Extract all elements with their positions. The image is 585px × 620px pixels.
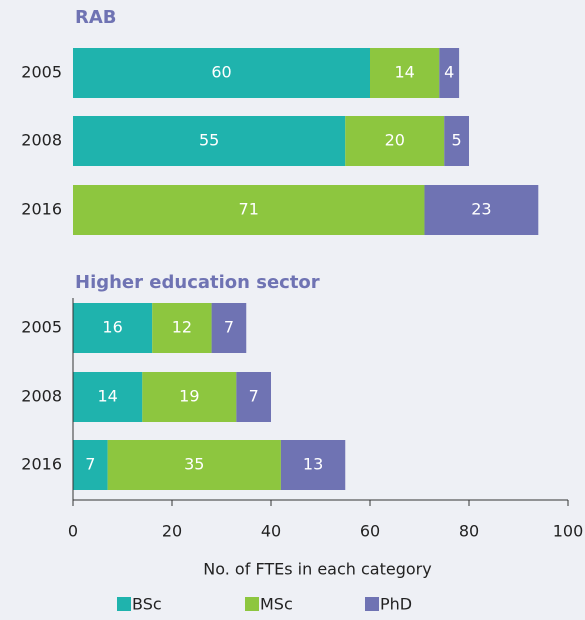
x-tick-label: 20 bbox=[162, 522, 182, 541]
value-label: 23 bbox=[471, 200, 491, 219]
value-label: 7 bbox=[85, 455, 95, 474]
x-tick-label: 80 bbox=[459, 522, 479, 541]
y-tick-label: 2008 bbox=[21, 387, 62, 406]
bar-segment bbox=[152, 303, 212, 353]
y-tick-label: 2005 bbox=[21, 63, 62, 82]
bar-segment bbox=[73, 116, 346, 166]
value-label: 14 bbox=[97, 387, 117, 406]
legend-swatch bbox=[365, 597, 379, 611]
value-label: 19 bbox=[179, 387, 199, 406]
value-label: 71 bbox=[239, 200, 259, 219]
bar-segment bbox=[73, 440, 108, 490]
x-tick-label: 0 bbox=[68, 522, 78, 541]
bar-segment bbox=[439, 48, 460, 98]
bar-segment bbox=[107, 440, 281, 490]
value-label: 35 bbox=[184, 455, 204, 474]
bar-segment bbox=[73, 185, 425, 235]
bar-segment bbox=[444, 116, 469, 166]
value-label: 20 bbox=[385, 131, 405, 150]
x-tick-label: 40 bbox=[261, 522, 281, 541]
legend-label: MSc bbox=[260, 595, 293, 614]
x-tick-label: 60 bbox=[360, 522, 380, 541]
value-label: 7 bbox=[224, 318, 234, 337]
bar-segment bbox=[345, 116, 445, 166]
bar-segment bbox=[424, 185, 539, 235]
bar-segment bbox=[142, 372, 237, 422]
bar-segment bbox=[73, 303, 153, 353]
legend-label: PhD bbox=[380, 595, 412, 614]
y-tick-label: 2016 bbox=[21, 200, 62, 219]
y-tick-label: 2016 bbox=[21, 455, 62, 474]
bar-segment bbox=[236, 372, 271, 422]
x-tick-label: 100 bbox=[553, 522, 584, 541]
value-label: 16 bbox=[102, 318, 122, 337]
value-label: 60 bbox=[211, 63, 231, 82]
legend-label: BSc bbox=[132, 595, 162, 614]
bar-segment bbox=[280, 440, 346, 490]
bar-segment bbox=[370, 48, 440, 98]
group-title: RAB bbox=[75, 7, 117, 28]
bar-segment bbox=[211, 303, 247, 353]
value-label: 7 bbox=[249, 387, 259, 406]
bar-segment bbox=[73, 48, 370, 98]
value-label: 13 bbox=[303, 455, 323, 474]
y-tick-label: 2005 bbox=[21, 318, 62, 337]
bar-segment bbox=[73, 372, 143, 422]
x-axis-label: No. of FTEs in each category bbox=[203, 560, 431, 579]
y-tick-label: 2008 bbox=[21, 131, 62, 150]
value-label: 12 bbox=[172, 318, 192, 337]
value-label: 55 bbox=[199, 131, 219, 150]
value-label: 14 bbox=[394, 63, 414, 82]
legend-swatch bbox=[245, 597, 259, 611]
value-label: 5 bbox=[452, 131, 462, 150]
legend-swatch bbox=[117, 597, 131, 611]
group-title: Higher education sector bbox=[75, 272, 320, 293]
value-label: 4 bbox=[444, 63, 454, 82]
